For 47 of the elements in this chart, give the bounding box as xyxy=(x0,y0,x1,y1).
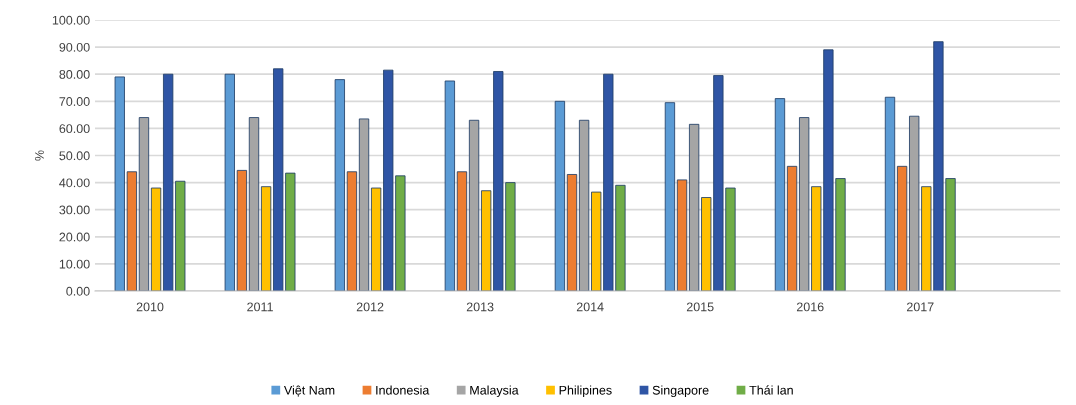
y-tick-label: 50.00 xyxy=(59,151,90,161)
bar xyxy=(138,117,150,291)
legend-label: Malaysia xyxy=(470,385,519,398)
legend-label: Philipines xyxy=(559,385,612,398)
x-tick-label: 2013 xyxy=(466,302,494,312)
bar xyxy=(676,179,688,291)
x-tick-label: 2014 xyxy=(576,302,604,312)
x-tick-label: 2011 xyxy=(247,302,273,312)
x-tick-label: 2017 xyxy=(906,302,934,312)
bar xyxy=(774,98,786,291)
bar xyxy=(444,80,455,291)
bar xyxy=(358,118,370,291)
bar xyxy=(896,165,908,291)
bar xyxy=(468,119,480,291)
y-tick-label: 100.00 xyxy=(52,15,90,25)
bar xyxy=(884,96,896,291)
x-tick-label: 2015 xyxy=(686,302,714,312)
bar xyxy=(456,171,468,291)
bar xyxy=(566,174,578,291)
legend-label: Việt Nam xyxy=(283,385,335,397)
y-tick-label: 70.00 xyxy=(59,97,90,106)
bar xyxy=(346,171,358,291)
y-tick-label: 0.00 xyxy=(66,286,90,296)
legend-label: Singapore xyxy=(652,385,709,398)
x-tick-label: 2010 xyxy=(136,302,164,312)
legend-label: Indonesia xyxy=(376,385,430,395)
bar xyxy=(554,100,566,291)
y-tick-label: 30.00 xyxy=(59,205,90,215)
bar xyxy=(334,79,345,291)
x-tick-label: 2016 xyxy=(796,302,824,312)
y-tick-label: 60.00 xyxy=(59,124,90,134)
x-tick-label: 2012 xyxy=(356,302,384,312)
y-tick-label: 40.00 xyxy=(59,178,90,188)
y-tick-label: 20.00 xyxy=(59,232,90,242)
bar xyxy=(150,187,162,291)
bar xyxy=(224,73,235,291)
bar xyxy=(236,169,248,291)
bar xyxy=(786,165,798,291)
y-tick-label: 10.00 xyxy=(59,259,90,269)
y-axis-title: % xyxy=(35,150,44,161)
bar xyxy=(664,102,676,291)
y-tick-label: 80.00 xyxy=(59,70,90,79)
bar xyxy=(578,119,590,291)
legend-label: Thái lan xyxy=(749,385,793,395)
y-tick-label: 90.00 xyxy=(59,42,90,52)
bar xyxy=(248,117,260,291)
bar xyxy=(260,186,272,291)
